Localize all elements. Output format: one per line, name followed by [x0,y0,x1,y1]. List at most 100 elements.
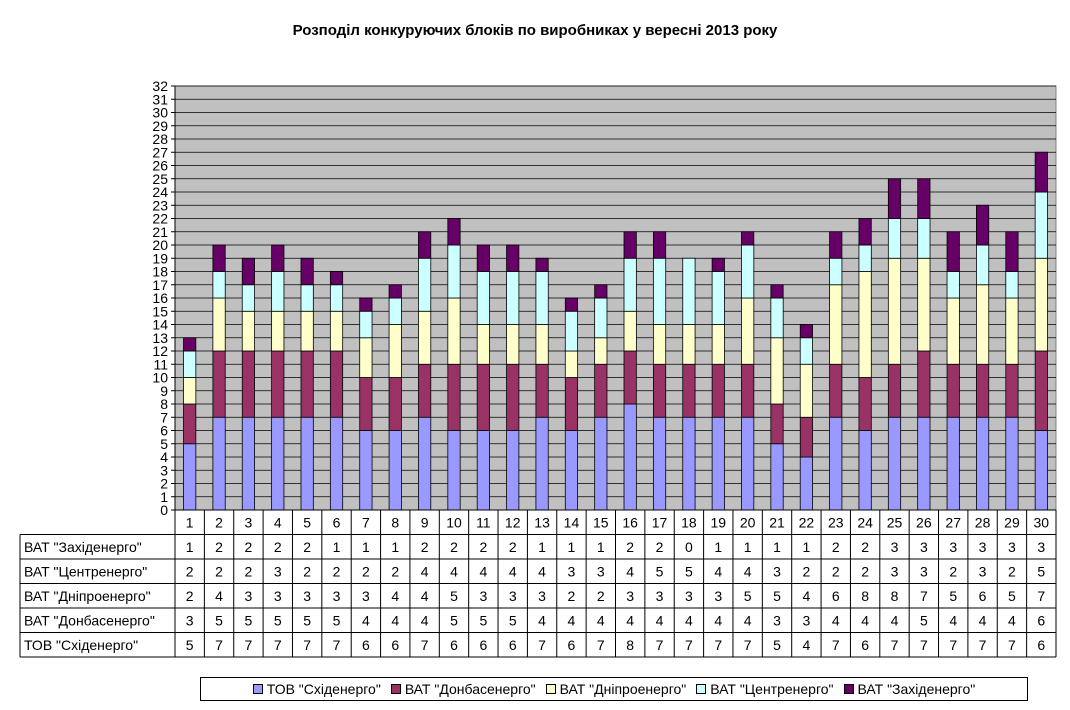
table-cell: 6 [979,588,987,604]
table-cell: 3 [362,588,370,604]
bar-segment [976,244,990,286]
bar-segment [476,430,490,511]
bar-segment [183,337,197,352]
table-cell: 4 [832,612,840,628]
bar-segment [271,271,285,312]
bar-segment [212,416,226,511]
bar-segment [652,257,667,325]
bar-segment [418,231,432,259]
table-cell: 7 [685,637,693,653]
table-cell: 3 [979,539,987,555]
bar-segment [564,430,579,511]
bar-segment [594,284,608,299]
x-tick-label: 27 [945,514,961,530]
table-cell: 2 [479,539,487,555]
bar-segment [770,297,784,339]
table-cell: 3 [979,563,987,579]
bar-segment [1005,416,1019,511]
x-tick-label: 3 [245,514,253,530]
bar-segment [623,350,637,405]
table-cell: 7 [421,637,429,653]
bar-segment [711,324,725,365]
bar-segment [799,324,813,339]
bar-segment [741,416,755,511]
table-cell: 3 [773,563,781,579]
table-cell: 2 [421,539,429,555]
table-cell: 7 [274,637,282,653]
bar-segment [476,244,490,272]
bar-segment [829,416,843,511]
y-tick-label: 22 [152,211,168,227]
table-cell: 8 [861,588,869,604]
bar-segment [623,231,637,259]
bar-segment [388,430,402,511]
bar-segment [241,416,255,511]
table-cell: 4 [538,612,546,628]
bar-segment [887,363,902,418]
table-cell: 8 [626,637,634,653]
x-tick-label: 24 [857,514,873,530]
bar-segment [770,337,784,405]
bar-segment [1034,257,1048,352]
bar-segment [359,297,373,312]
table-cell: 7 [1008,637,1016,653]
table-cell: 2 [861,539,869,555]
y-tick-label: 21 [152,224,168,240]
bar-segment [447,363,461,431]
table-cell: 1 [802,539,810,555]
table-cell: 4 [891,612,899,628]
bar-segment [594,337,608,365]
table-cell: 3 [891,539,899,555]
x-tick-label: 15 [593,514,609,530]
bar-segment [829,284,843,365]
bar-segment [535,416,549,511]
table-cell: 7 [333,637,341,653]
table-cell: 2 [333,563,341,579]
y-tick-label: 24 [152,184,168,200]
table-cell: 8 [891,588,899,604]
table-cell: 2 [832,539,840,555]
table-cell: 2 [802,563,810,579]
table-cell: 4 [597,612,605,628]
table-cell: 4 [479,563,487,579]
table-cell: 6 [450,637,458,653]
table-cell: 2 [597,588,605,604]
table-cell: 3 [333,588,341,604]
legend-label: ВАТ "Дніпроенерго" [559,681,687,697]
table-cell: 4 [685,612,693,628]
table-cell: 2 [245,539,253,555]
bar-segment [858,218,872,246]
table-cell: 3 [626,588,634,604]
bar-segment [652,416,667,511]
x-tick-label: 2 [215,514,223,530]
bar-segment [976,363,990,418]
y-tick-label: 2 [160,476,168,492]
legend-swatch [545,684,556,694]
bar-segment [476,363,490,431]
y-tick-label: 12 [152,343,168,359]
bar-segment [917,178,931,219]
bar-segment [711,416,725,511]
table-cell: 3 [274,563,282,579]
bar-segment [976,284,990,365]
table-cell: 2 [509,539,517,555]
x-tick-label: 16 [622,514,638,530]
table-cell: 3 [920,563,928,579]
y-tick-label: 6 [160,423,168,439]
bar-segment [476,271,490,325]
bar-segment [741,297,755,365]
y-tick-label: 0 [160,502,168,518]
bar-segment [329,350,344,418]
bar-segment [623,257,637,312]
y-tick-label: 5 [160,436,168,452]
table-cell: 3 [949,539,957,555]
table-cell: 2 [391,563,399,579]
table-cell: 7 [303,637,311,653]
bar-segment [359,377,373,431]
y-tick-label: 11 [153,356,168,372]
table-cell: 3 [479,588,487,604]
bar-segment [858,244,872,272]
table-cell: 4 [626,563,634,579]
bar-segment [770,284,784,299]
